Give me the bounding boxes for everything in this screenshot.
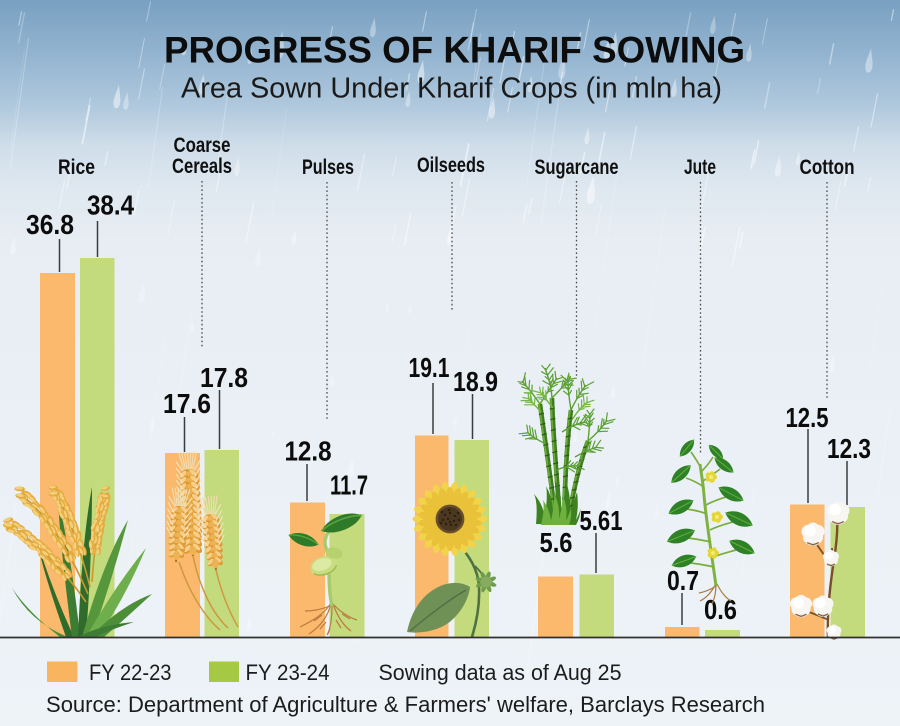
svg-text:PROGRESS OF KHARIF SOWING: PROGRESS OF KHARIF SOWING [164, 30, 745, 71]
svg-text:5.6: 5.6 [540, 527, 573, 558]
svg-text:Cotton: Cotton [800, 155, 855, 179]
svg-text:12.3: 12.3 [827, 433, 871, 464]
svg-text:38.4: 38.4 [87, 190, 134, 221]
svg-text:19.1: 19.1 [409, 352, 450, 383]
svg-text:36.8: 36.8 [26, 209, 74, 240]
svg-text:Area Sown Under Kharif Crops (: Area Sown Under Kharif Crops (in mln ha) [181, 73, 722, 105]
svg-text:12.5: 12.5 [786, 402, 829, 433]
svg-text:0.6: 0.6 [704, 594, 737, 625]
svg-text:FY 23-24: FY 23-24 [246, 660, 330, 685]
svg-text:5.61: 5.61 [580, 505, 623, 536]
svg-text:Rice: Rice [58, 155, 95, 179]
svg-text:0.7: 0.7 [667, 565, 699, 596]
svg-text:Jute: Jute [684, 155, 716, 179]
svg-text:18.9: 18.9 [453, 366, 498, 397]
svg-text:Sowing data as of Aug 25: Sowing data as of Aug 25 [379, 660, 622, 685]
svg-text:17.6: 17.6 [163, 388, 211, 419]
svg-text:Coarse: Coarse [174, 133, 231, 157]
svg-text:Cereals: Cereals [172, 154, 232, 178]
svg-text:Pulses: Pulses [302, 155, 354, 179]
svg-text:12.8: 12.8 [285, 436, 332, 467]
svg-text:Sugarcane: Sugarcane [535, 155, 619, 179]
svg-text:Source: Department of Agricult: Source: Department of Agriculture & Farm… [46, 692, 765, 717]
svg-text:11.7: 11.7 [330, 470, 368, 501]
svg-text:17.8: 17.8 [200, 362, 248, 393]
svg-text:Oilseeds: Oilseeds [417, 153, 485, 177]
svg-text:FY 22-23: FY 22-23 [89, 660, 172, 685]
